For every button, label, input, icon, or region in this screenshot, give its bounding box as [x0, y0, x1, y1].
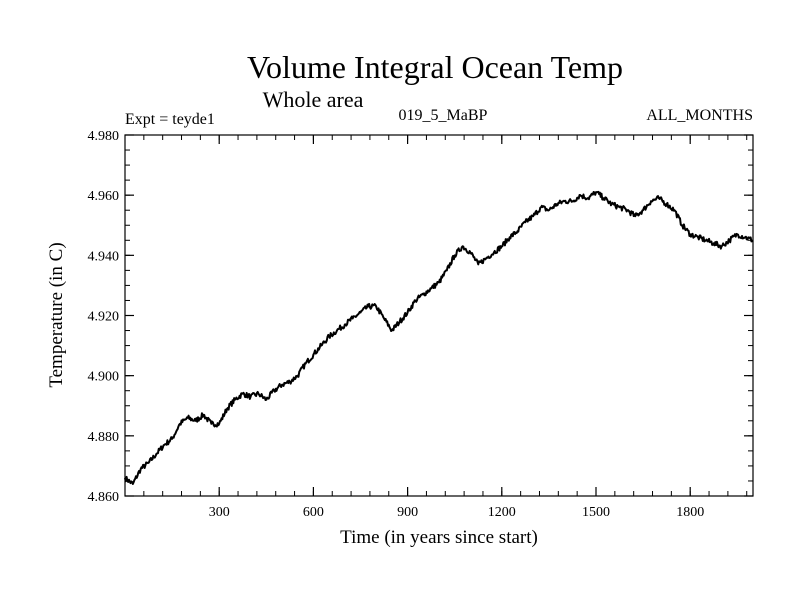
x-tick-label: 1800	[676, 505, 704, 520]
y-tick-label: 4.960	[88, 189, 120, 204]
y-tick-label: 4.940	[88, 249, 120, 264]
x-axis-label: Time (in years since start)	[340, 527, 538, 548]
y-axis-ticks: 4.860 4.880 4.900 4.920 4.940 4.960 4.980	[88, 129, 753, 505]
y-tick-label: 4.880	[88, 430, 120, 445]
y-tick-label: 4.980	[88, 129, 120, 144]
x-axis-ticks: 300 600 900 1200 1500 1800	[124, 135, 748, 520]
header-experiment: Expt = teyde1	[125, 111, 215, 128]
x-tick-label: 600	[303, 505, 324, 520]
plot-frame	[124, 134, 754, 497]
y-tick-label: 4.920	[88, 310, 120, 325]
header-months: ALL_MONTHS	[646, 107, 753, 124]
x-tick-label: 900	[397, 505, 418, 520]
series-line	[124, 190, 754, 485]
x-tick-label: 1500	[582, 505, 610, 520]
y-tick-label: 4.900	[88, 370, 120, 385]
header-run-id: 019_5_MaBP	[399, 107, 488, 124]
chart-subtitle: Whole area	[263, 87, 364, 112]
y-axis-label: Temperature (in C)	[46, 242, 67, 387]
x-tick-label: 300	[209, 505, 230, 520]
x-tick-label: 1200	[488, 505, 516, 520]
chart-title: Volume Integral Ocean Temp	[247, 49, 623, 85]
y-tick-label: 4.860	[88, 490, 120, 505]
